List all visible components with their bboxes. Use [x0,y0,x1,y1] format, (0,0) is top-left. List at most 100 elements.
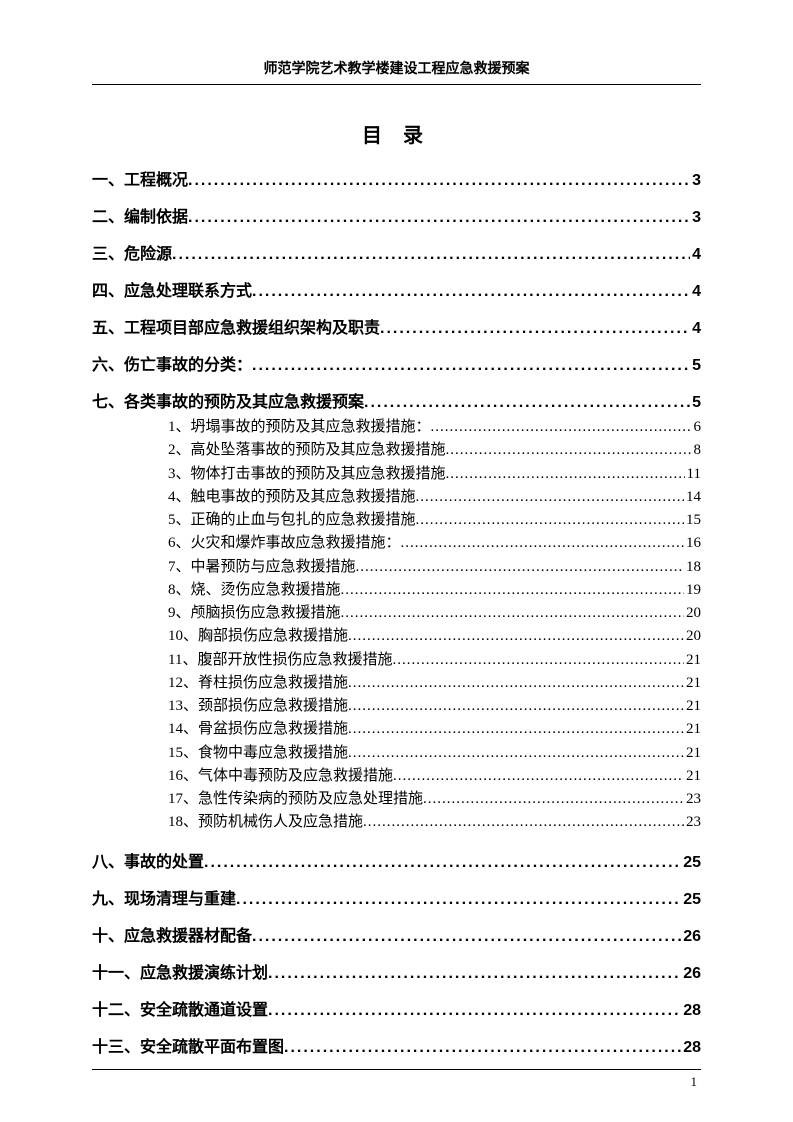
toc-entry-page: 25 [681,891,701,909]
toc-entry-label: 17、急性传染病的预防及应急处理措施 [168,788,423,811]
toc-leader-dots [341,602,684,625]
toc-entry: 16、气体中毒预防及应急救援措施 21 [92,765,701,788]
toc-entry: 9、颅脑损伤应急救援措施 20 [92,602,701,625]
toc-leader-dots [252,928,681,946]
document-header-title: 师范学院艺术教学楼建设工程应急救援预案 [92,58,701,84]
toc-entry-page: 5 [690,394,701,412]
toc-entry: 十三、安全疏散平面布置图 28 [92,1033,701,1057]
toc-entry-page: 19 [684,579,701,602]
toc-entry-label: 八、事故的处置 [92,848,204,872]
toc-entry-label: 十三、安全疏散平面布置图 [92,1033,284,1057]
toc-entry-page: 25 [681,854,701,872]
toc-entry-page: 23 [684,788,701,811]
toc-entry-label: 2、高处坠落事故的预防及其应急救援措施 [168,439,446,462]
toc-leader-dots [423,788,684,811]
toc-leader-dots [364,394,690,412]
toc-entry-label: 七、各类事故的预防及其应急救援预案 [92,388,364,412]
toc-entry-label: 十一、应急救援演练计划 [92,959,268,983]
toc-entry-page: 21 [684,695,701,718]
toc-entry: 14、骨盆损伤应急救援措施 21 [92,718,701,741]
toc-leader-dots [188,209,690,227]
toc-entry-label: 16、气体中毒预防及应急救援措施 [168,765,393,788]
toc-entry: 十、应急救援器材配备26 [92,922,701,946]
toc-entry-label: 13、颈部损伤应急救援措施 [168,695,348,718]
toc-leader-dots [268,965,681,983]
toc-entry-page: 3 [690,209,701,227]
toc-entry: 4、触电事故的预防及其应急救援措施 14 [92,486,701,509]
toc-entry-label: 九、现场清理与重建 [92,885,236,909]
header-rule [92,84,701,85]
toc-entry-label: 六、伤亡事故的分类： [92,351,252,375]
toc-entry: 五、工程项目部应急救援组织架构及职责 4 [92,314,701,338]
toc-entry: 四、应急处理联系方式 4 [92,277,701,301]
toc-entry: 11、腹部开放性损伤应急救援措施21 [92,649,701,672]
toc-entry: 10、胸部损伤应急救援措施20 [92,625,701,648]
toc-entry-label: 11、腹部开放性损伤应急救援措施 [168,649,392,672]
toc-entry: 二、编制依据3 [92,203,701,227]
toc-entry-page: 15 [684,509,701,532]
toc-entry: 8、烧、烫伤应急救援措施 19 [92,579,701,602]
toc-entry-page: 6 [692,416,702,439]
toc-leader-dots [268,1002,681,1020]
toc-entry-page: 16 [684,532,701,555]
toc-entry: 15、食物中毒应急救援措施21 [92,742,701,765]
toc-entry-label: 5、正确的止血与包扎的应急救援措施 [168,509,416,532]
toc-list: 一、工程概况3二、编制依据3三、危险源4四、应急处理联系方式4五、工程项目部应急… [92,166,701,1057]
toc-leader-dots [348,718,684,741]
toc-entry-page: 23 [684,811,701,834]
toc-entry-label: 7、中暑预防与应急救援措施 [168,556,356,579]
toc-entry: 7、中暑预防与应急救援措施 18 [92,556,701,579]
toc-entry-label: 10、胸部损伤应急救援措施 [168,625,348,648]
toc-leader-dots [284,1039,681,1057]
toc-entry-label: 十、应急救援器材配备 [92,922,252,946]
toc-entry-label: 8、烧、烫伤应急救援措施 [168,579,341,602]
toc-entry-label: 五、工程项目部应急救援组织架构及职责 [92,314,380,338]
toc-entry-label: 3、物体打击事故的预防及其应急救援措施 [168,463,446,486]
toc-entry-page: 4 [690,320,701,338]
toc-leader-dots [401,532,684,555]
toc-entry-label: 9、颅脑损伤应急救援措施 [168,602,341,625]
toc-entry: 2、高处坠落事故的预防及其应急救援措施 8 [92,439,701,462]
toc-entry-label: 14、骨盆损伤应急救援措施 [168,718,348,741]
toc-entry-page: 28 [681,1039,701,1057]
toc-leader-dots [172,246,690,264]
toc-entry-page: 14 [684,486,701,509]
toc-entry-label: 6、火灾和爆炸事故应急救援措施： [168,532,401,555]
toc-entry: 12、脊柱损伤应急救援措施21 [92,672,701,695]
toc-entry: 3、物体打击事故的预防及其应急救援措施11 [92,463,701,486]
toc-leader-dots [348,625,684,648]
toc-entry-page: 21 [684,765,701,788]
toc-entry: 13、颈部损伤应急救援措施 21 [92,695,701,718]
toc-leader-dots [252,357,690,375]
toc-entry-label: 一、工程概况 [92,166,188,190]
toc-entry-label: 四、应急处理联系方式 [92,277,252,301]
toc-entry-page: 3 [690,172,701,190]
toc-entry-page: 28 [681,1002,701,1020]
toc-entry-page: 4 [690,246,701,264]
toc-leader-dots [446,463,685,486]
toc-entry: 5、正确的止血与包扎的应急救援措施 15 [92,509,701,532]
toc-leader-dots [380,320,690,338]
toc-entry-page: 20 [684,602,701,625]
toc-entry-page: 8 [692,439,702,462]
toc-leader-dots [356,556,684,579]
toc-leader-dots [188,172,690,190]
toc-entry-page: 18 [684,556,701,579]
toc-entry: 六、伤亡事故的分类：5 [92,351,701,375]
toc-leader-dots [416,486,684,509]
toc-leader-dots [416,509,684,532]
toc-entry-label: 十二、安全疏散通道设置 [92,996,268,1020]
toc-entry-page: 21 [684,718,701,741]
toc-entry-label: 4、触电事故的预防及其应急救援措施 [168,486,416,509]
toc-leader-dots [236,891,681,909]
toc-leader-dots [446,439,692,462]
toc-leader-dots [348,742,684,765]
toc-entry: 八、事故的处置 25 [92,848,701,872]
toc-leader-dots [204,854,681,872]
toc-entry-page: 4 [690,283,701,301]
toc-entry: 十一、应急救援演练计划26 [92,959,701,983]
toc-entry: 三、危险源4 [92,240,701,264]
toc-entry-label: 1、坍塌事故的预防及其应急救援措施： [168,416,431,439]
toc-leader-dots [392,649,684,672]
toc-entry: 九、现场清理与重建 25 [92,885,701,909]
